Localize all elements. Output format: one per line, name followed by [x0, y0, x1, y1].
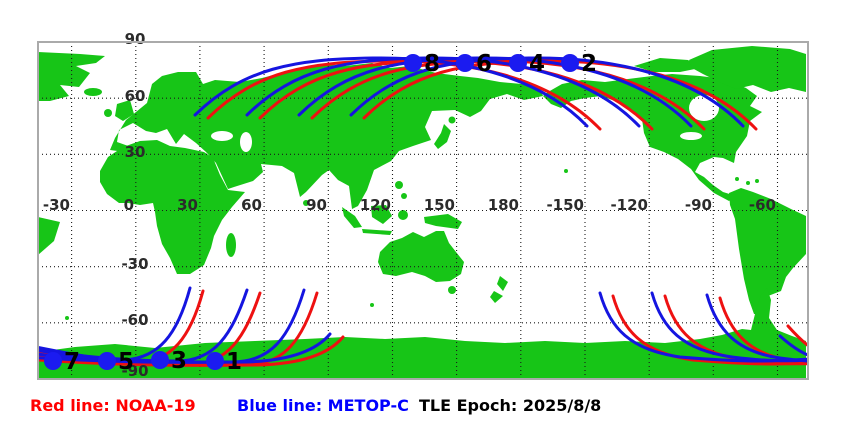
- pass-marker-8-label: 8: [424, 51, 440, 77]
- landmass-newguinea: [424, 214, 462, 229]
- lon-label-1: 0: [124, 196, 134, 214]
- legend-blue-line: Blue line: METOP-C: [237, 396, 409, 415]
- legend-red-line: Red line: NOAA-19: [30, 396, 196, 415]
- landmass-japan: [434, 124, 451, 149]
- landmass-srilanka: [303, 200, 309, 206]
- legend: Red line: NOAA-19 Blue line: METOP-C TLE…: [0, 396, 850, 420]
- landmass-caribbean-1: [735, 177, 739, 181]
- lat-label-30: 30: [125, 143, 146, 161]
- lon-label-6: 150: [424, 196, 455, 214]
- landmass-tasmania: [448, 286, 456, 294]
- lon-label-5: 120: [360, 196, 391, 214]
- lon-label-9: -120: [610, 196, 648, 214]
- lon-label-7: 180: [488, 196, 519, 214]
- landmass-ireland: [104, 109, 112, 117]
- pass-marker-2-label: 2: [581, 51, 597, 77]
- lon-label-3: 60: [241, 196, 262, 214]
- pass-marker-1: [206, 352, 224, 370]
- lat-label-minus90: -90: [121, 362, 148, 380]
- landmass-islet-south-pacific: [370, 303, 374, 307]
- landmass-newzealand-south: [490, 291, 503, 303]
- lat-label-60: 60: [125, 87, 146, 105]
- legend-tle-epoch: TLE Epoch: 2025/8/8: [419, 396, 602, 415]
- landmass-africa: [100, 140, 245, 274]
- landmass-brazil-sliver: [38, 217, 60, 255]
- black-sea: [211, 131, 233, 141]
- landmass-uk: [115, 100, 134, 121]
- landmass-greenland-east: [689, 46, 806, 92]
- landmass-hawaii: [564, 169, 568, 173]
- landmass-eurasia: [110, 63, 543, 209]
- pass-marker-3: [151, 351, 169, 369]
- landmass-greenland-west: [38, 52, 105, 101]
- pass-marker-7-label: 7: [64, 349, 80, 375]
- landmass-philippines: [395, 181, 403, 189]
- landmass-borneo: [371, 205, 392, 224]
- caspian-sea: [240, 132, 252, 152]
- lon-label-4: 90: [306, 196, 327, 214]
- landmass-arctic-islands: [634, 58, 700, 72]
- landmasses: [38, 46, 806, 379]
- lon-label-11: -60: [749, 196, 776, 214]
- pass-marker-5: [98, 352, 116, 370]
- landmass-iceland: [84, 88, 102, 96]
- lat-label-minus60: -60: [121, 311, 148, 329]
- lon-label-10: -90: [685, 196, 712, 214]
- pass-marker-5-label: 5: [118, 349, 134, 375]
- landmass-hokkaido: [448, 116, 456, 124]
- pass-marker-8: [404, 54, 422, 72]
- map-border: [37, 41, 809, 380]
- landmass-caribbean-3: [755, 179, 759, 183]
- landmass-caribbean-2: [746, 181, 750, 185]
- pass-marker-6-label: 6: [476, 51, 492, 77]
- landmass-antarctica: [38, 288, 806, 379]
- landmass-sulawesi: [398, 210, 408, 220]
- lon-label-2: 30: [177, 196, 198, 214]
- landmass-australia: [378, 231, 464, 282]
- landmass-philippines-south: [401, 193, 407, 199]
- pass-marker-7: [44, 352, 62, 370]
- landmass-south-america: [729, 188, 806, 314]
- landmass-sumatra: [342, 207, 362, 228]
- longitude-axis: -30 0 30 60 90 120 150 180 -150 -120 -90…: [43, 196, 776, 214]
- pass-marker-4: [509, 54, 527, 72]
- pass-marker-6: [456, 54, 474, 72]
- lat-label-90: 90: [125, 30, 146, 48]
- pass-marker-4-label: 4: [529, 51, 545, 77]
- landmass-newzealand-north: [497, 276, 508, 291]
- ground-tracks: [38, 56, 808, 367]
- lat-label-minus30: -30: [121, 255, 148, 273]
- lon-label-8: -150: [546, 196, 584, 214]
- great-lakes: [680, 132, 702, 140]
- pass-marker-1-label: 1: [226, 349, 242, 375]
- landmass-java: [362, 229, 392, 235]
- pass-markers: 8 6 4 2 7 5 3 1: [44, 51, 597, 375]
- landmass-islet-south-atlantic: [65, 316, 69, 320]
- latitude-axis: 90 60 30 -30 -60 -90: [121, 30, 148, 380]
- landmass-madagascar: [226, 233, 236, 257]
- graticule-grid: [38, 42, 808, 379]
- pass-marker-3-label: 3: [171, 348, 187, 374]
- pass-marker-2: [561, 54, 579, 72]
- lon-label-0: -30: [43, 196, 70, 214]
